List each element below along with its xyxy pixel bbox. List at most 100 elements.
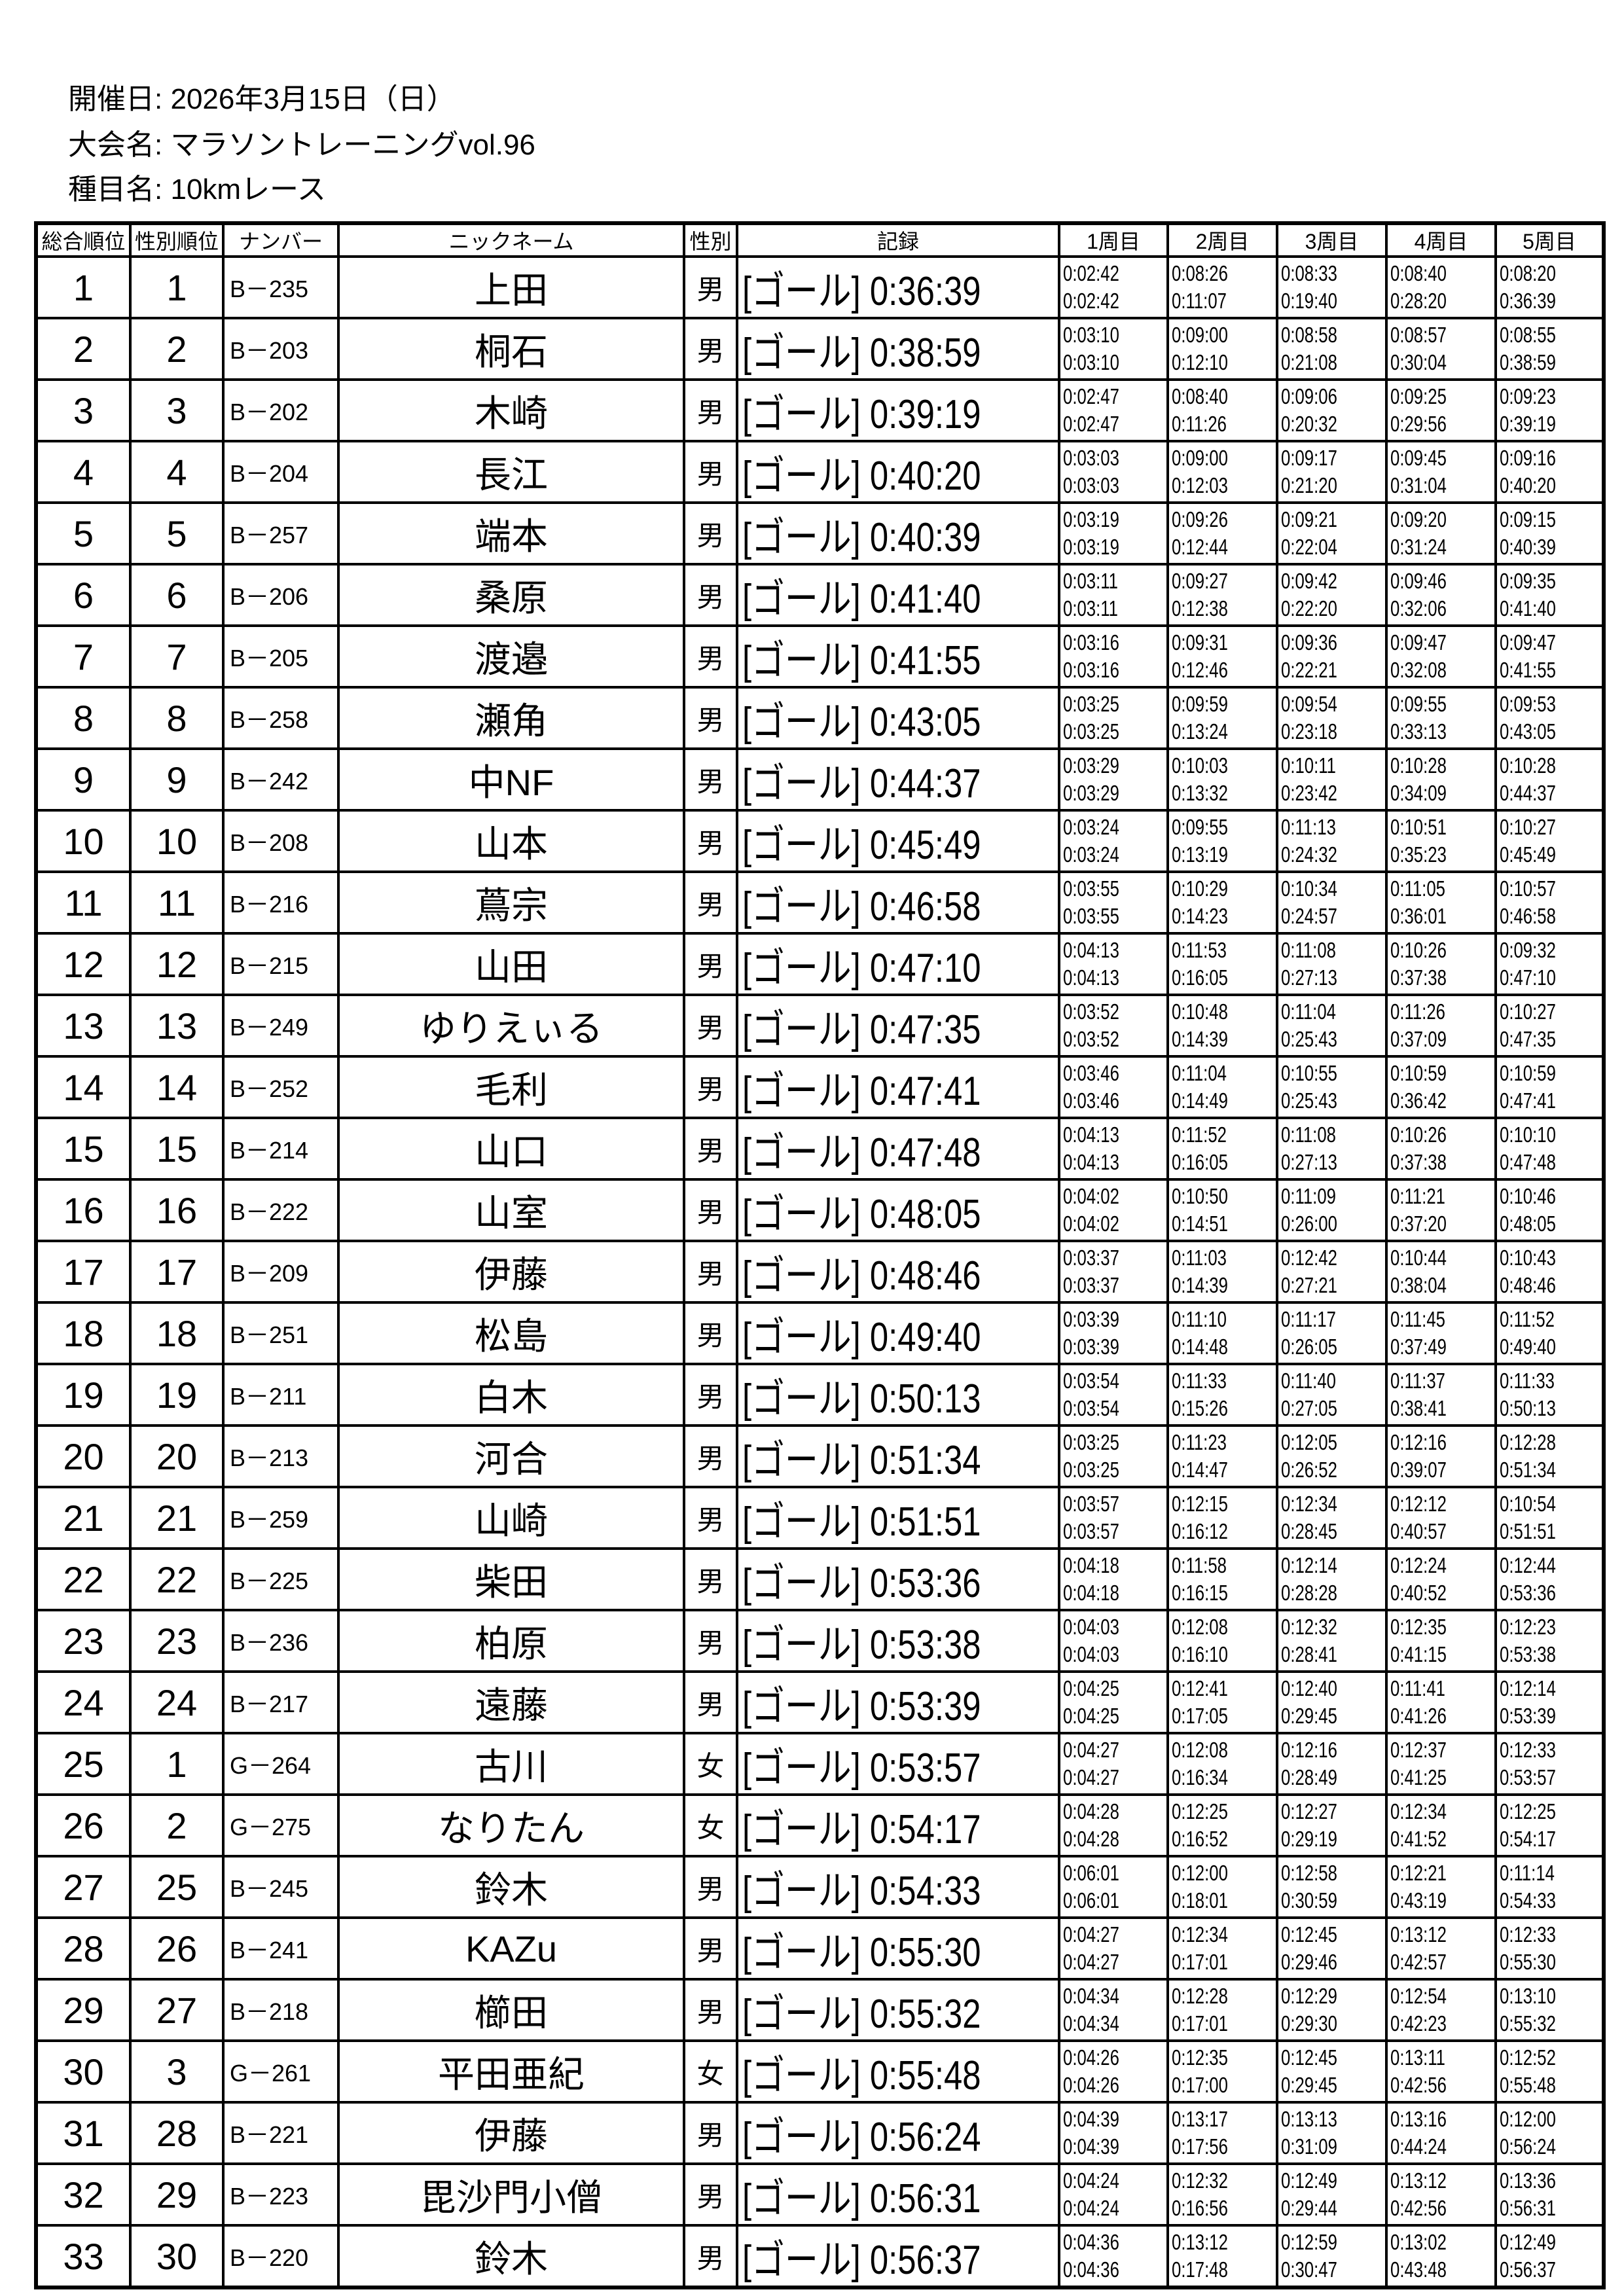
nickname: 伊藤: [337, 1240, 685, 1304]
overall-rank: 33: [35, 2224, 132, 2289]
lap-cumulative: 0:16:52: [1172, 1827, 1228, 1851]
record: [ゴール] 0:49:40: [736, 1301, 1060, 1365]
overall-rank: 12: [35, 932, 132, 996]
lap-split: 0:04:24: [1063, 2168, 1119, 2193]
lap-split: 0:10:03: [1172, 753, 1228, 778]
lap-cumulative: 0:29:46: [1281, 1950, 1337, 1974]
lap-3-cell: 0:12:27 0:29:19: [1276, 1793, 1388, 1857]
lap-split: 0:11:26: [1390, 999, 1445, 1024]
sex: 女: [683, 2039, 738, 2104]
finish-time: 0:55:32: [869, 1992, 981, 2037]
lap-4-cell: 0:12:35 0:41:15: [1385, 1609, 1497, 1673]
event-date-label: 開催日:: [68, 83, 163, 115]
nickname: 遠藤: [337, 1670, 685, 1734]
lap-cumulative: 0:46:58: [1500, 904, 1556, 928]
record: [ゴール] 0:43:05: [736, 686, 1060, 750]
lap-cumulative: 0:36:42: [1390, 1088, 1447, 1113]
overall-rank: 21: [35, 1486, 132, 1550]
finish-time: 0:56:37: [869, 2238, 981, 2283]
lap-split: 0:09:53: [1500, 692, 1556, 716]
lap-cumulative: 0:17:01: [1172, 2011, 1228, 2036]
overall-rank: 22: [35, 1547, 132, 1611]
lap-3-cell: 0:12:49 0:29:44: [1276, 2162, 1388, 2227]
record-value: [ゴール] 0:53:39: [742, 1674, 981, 1731]
lap-2-cell: 0:10:29 0:14:23: [1166, 870, 1278, 935]
record: [ゴール] 0:53:39: [736, 1670, 1060, 1734]
sex: 男: [683, 994, 738, 1058]
sex: 男: [683, 317, 738, 381]
lap-1-cell: 0:03:03 0:03:03: [1058, 440, 1169, 504]
lap-1-cell: 0:03:52 0:03:52: [1058, 994, 1169, 1058]
lap-2-cell: 0:12:32 0:16:56: [1166, 2162, 1278, 2227]
lap-split: 0:02:47: [1063, 384, 1119, 408]
lap-cumulative: 0:28:20: [1390, 289, 1447, 313]
finish-time: 0:55:48: [869, 2053, 981, 2098]
lap-3-cell: 0:12:45 0:29:45: [1276, 2039, 1388, 2104]
table-row: 7 7 B－205 渡邉男 [ゴール] 0:41:55 0:03:16 0:03:16 0:0…: [35, 624, 1605, 689]
lap-cumulative: 0:55:32: [1500, 2011, 1556, 2036]
lap-split: 0:04:13: [1063, 1122, 1119, 1147]
lap-split: 0:11:45: [1390, 1307, 1445, 1331]
finish-time: 0:48:46: [869, 1253, 981, 1299]
table-row: 14 14 B－252 毛利男 [ゴール] 0:47:41 0:03:46 0:03:46 0…: [35, 1055, 1605, 1119]
lap-split: 0:11:52: [1500, 1307, 1555, 1331]
lap-4-cell: 0:13:16 0:44:24: [1385, 2101, 1497, 2165]
lap-split: 0:03:52: [1063, 999, 1119, 1024]
lap-split: 0:09:23: [1500, 384, 1556, 408]
sex: 男: [683, 2224, 738, 2289]
lap-split: 0:11:10: [1172, 1307, 1227, 1331]
lap-cumulative: 0:14:39: [1172, 1273, 1228, 1297]
table-row: 17 17 B－209 伊藤男 [ゴール] 0:48:46 0:03:37 0:03:37 0…: [35, 1240, 1605, 1304]
lap-4-cell: 0:10:59 0:36:42: [1385, 1055, 1497, 1119]
lap-split: 0:10:46: [1500, 1184, 1556, 1208]
bib-number: B－205: [222, 624, 340, 689]
goal-status: [ゴール]: [742, 1130, 861, 1175]
lap-5-cell: 0:12:33 0:55:30: [1494, 1916, 1605, 1981]
lap-split: 0:09:42: [1281, 569, 1337, 593]
sex: 男: [683, 1178, 738, 1242]
lap-cumulative: 0:55:48: [1500, 2073, 1556, 2097]
record: [ゴール] 0:56:24: [736, 2101, 1060, 2165]
lap-5-cell: 0:08:20 0:36:39: [1494, 255, 1605, 319]
goal-status: [ゴール]: [742, 1623, 861, 1668]
record-value: [ゴール] 0:48:05: [742, 1182, 981, 1238]
record-value: [ゴール] 0:55:32: [742, 1982, 981, 2038]
lap-cumulative: 0:47:48: [1500, 1150, 1556, 1174]
lap-2-cell: 0:12:35 0:17:00: [1166, 2039, 1278, 2104]
lap-split: 0:10:26: [1390, 938, 1447, 962]
record-value: [ゴール] 0:41:55: [742, 628, 981, 685]
table-row: 6 6 B－206 桑原男 [ゴール] 0:41:40 0:03:11 0:03:11 0:0…: [35, 563, 1605, 627]
lap-split: 0:12:37: [1390, 1738, 1447, 1762]
record: [ゴール] 0:51:34: [736, 1424, 1060, 1488]
goal-status: [ゴール]: [742, 2053, 861, 2098]
table-row: 21 21 B－259 山崎男 [ゴール] 0:51:51 0:03:57 0:03:57 0…: [35, 1486, 1605, 1550]
lap-3-cell: 0:11:08 0:27:13: [1276, 1117, 1388, 1181]
lap-2-cell: 0:09:55 0:13:19: [1166, 809, 1278, 873]
finish-time: 0:43:05: [869, 700, 981, 745]
finish-time: 0:47:48: [869, 1130, 981, 1175]
record-value: [ゴール] 0:50:13: [742, 1367, 981, 1423]
record-value: [ゴール] 0:38:59: [742, 321, 981, 377]
lap-split: 0:04:03: [1063, 1615, 1119, 1639]
overall-rank: 7: [35, 624, 132, 689]
overall-rank: 17: [35, 1240, 132, 1304]
record-value: [ゴール] 0:41:40: [742, 567, 981, 623]
gender-rank: 6: [129, 563, 225, 627]
bib-number: G－264: [222, 1732, 340, 1796]
lap-cumulative: 0:34:09: [1390, 781, 1447, 805]
sex: 男: [683, 1486, 738, 1550]
lap-split: 0:13:12: [1172, 2230, 1228, 2254]
header-nickname: ニックネーム: [337, 222, 685, 258]
nickname: なりたん: [337, 1793, 685, 1857]
lap-2-cell: 0:09:59 0:13:24: [1166, 686, 1278, 750]
nickname: 中NF: [337, 747, 685, 812]
lap-5-cell: 0:12:44 0:53:36: [1494, 1547, 1605, 1611]
lap-5-cell: 0:12:14 0:53:39: [1494, 1670, 1605, 1734]
lap-cumulative: 0:17:48: [1172, 2257, 1228, 2282]
lap-split: 0:10:48: [1172, 999, 1228, 1024]
lap-cumulative: 0:04:25: [1063, 1704, 1119, 1728]
record-value: [ゴール] 0:44:37: [742, 751, 981, 808]
finish-time: 0:48:05: [869, 1192, 981, 1237]
lap-cumulative: 0:16:12: [1172, 1519, 1228, 1543]
gender-rank: 9: [129, 747, 225, 812]
